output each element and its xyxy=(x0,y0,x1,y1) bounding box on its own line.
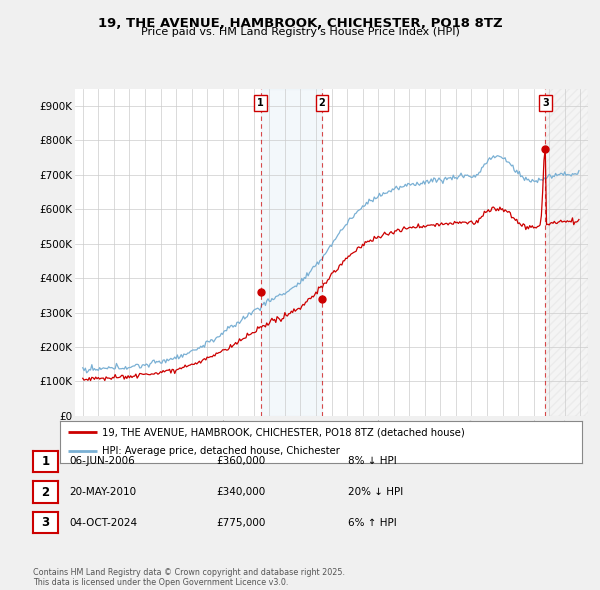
Text: £775,000: £775,000 xyxy=(216,518,265,527)
Text: £360,000: £360,000 xyxy=(216,457,265,466)
Text: 19, THE AVENUE, HAMBROOK, CHICHESTER, PO18 8TZ (detached house): 19, THE AVENUE, HAMBROOK, CHICHESTER, PO… xyxy=(102,427,464,437)
Text: 3: 3 xyxy=(41,516,50,529)
Text: 6% ↑ HPI: 6% ↑ HPI xyxy=(348,518,397,527)
Text: 04-OCT-2024: 04-OCT-2024 xyxy=(69,518,137,527)
Text: 2: 2 xyxy=(41,486,50,499)
Text: £340,000: £340,000 xyxy=(216,487,265,497)
Text: 19, THE AVENUE, HAMBROOK, CHICHESTER, PO18 8TZ: 19, THE AVENUE, HAMBROOK, CHICHESTER, PO… xyxy=(98,17,502,30)
Text: 20% ↓ HPI: 20% ↓ HPI xyxy=(348,487,403,497)
Bar xyxy=(545,88,588,416)
Text: 20-MAY-2010: 20-MAY-2010 xyxy=(69,487,136,497)
Text: 1: 1 xyxy=(41,455,50,468)
Text: 3: 3 xyxy=(542,99,549,109)
Text: 06-JUN-2006: 06-JUN-2006 xyxy=(69,457,135,466)
Text: Price paid vs. HM Land Registry's House Price Index (HPI): Price paid vs. HM Land Registry's House … xyxy=(140,27,460,37)
Bar xyxy=(260,88,322,416)
Text: 1: 1 xyxy=(257,99,264,109)
Text: 2: 2 xyxy=(319,99,325,109)
Text: Contains HM Land Registry data © Crown copyright and database right 2025.
This d: Contains HM Land Registry data © Crown c… xyxy=(33,568,345,587)
Text: HPI: Average price, detached house, Chichester: HPI: Average price, detached house, Chic… xyxy=(102,446,340,456)
Text: 8% ↓ HPI: 8% ↓ HPI xyxy=(348,457,397,466)
